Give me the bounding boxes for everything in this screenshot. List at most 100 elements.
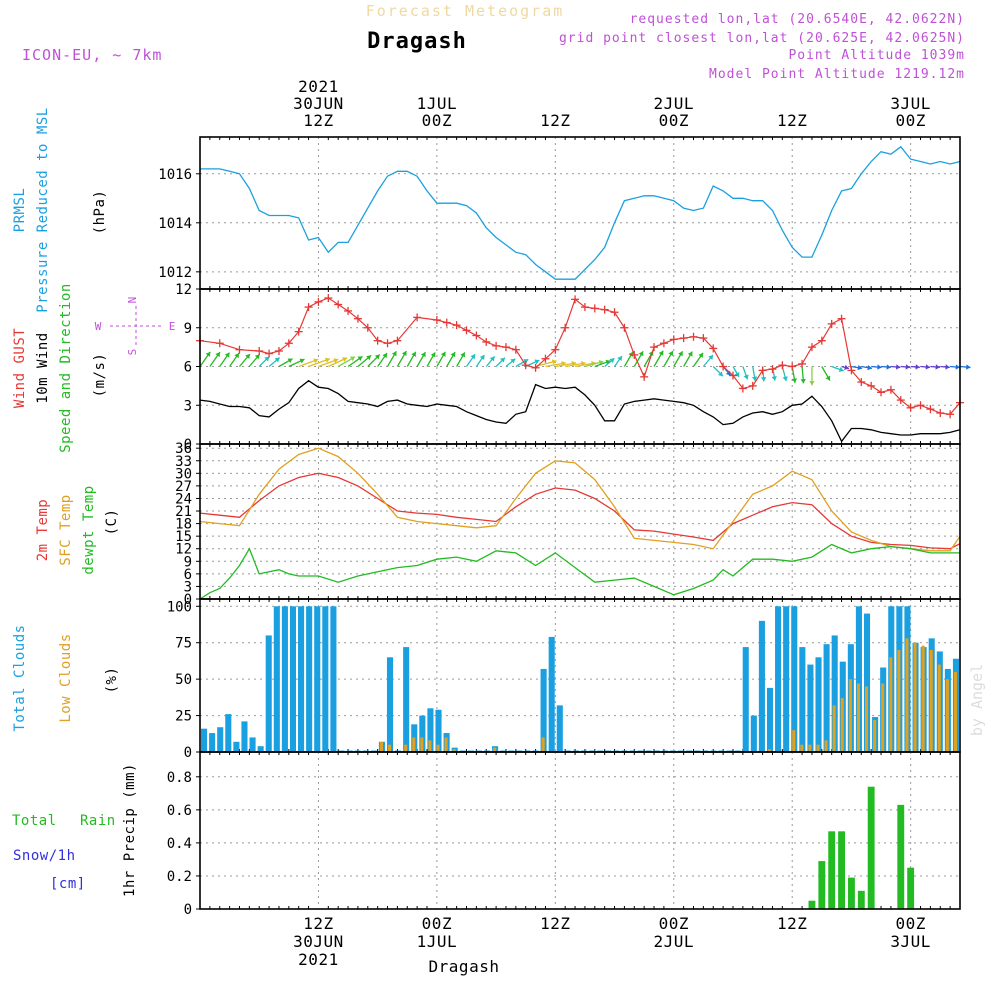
arrow-head [460, 352, 465, 358]
arrow-head [698, 352, 704, 358]
top-time-label: 30JUN [293, 94, 344, 113]
arrow-head [838, 366, 844, 372]
arrow-head [479, 354, 485, 360]
wind-direction-arrow [219, 352, 230, 367]
clouds-unit-label: (%) [104, 667, 120, 694]
low-cloud-bar [953, 671, 957, 752]
y-tick-label: 0.8 [167, 770, 192, 786]
precip-bar [818, 861, 826, 909]
wind-gust-marker [689, 332, 698, 341]
wind-direction-arrow [406, 351, 417, 367]
total-cloud-bar [783, 606, 790, 752]
wind-direction-arrow [623, 351, 634, 367]
arrow-head [782, 376, 788, 381]
temp-sfc-label: SFC Temp [58, 494, 74, 565]
wind-gust-marker [344, 306, 353, 315]
bottom-time-label: 12Z [777, 914, 807, 933]
wind-direction-arrow [396, 350, 407, 367]
top-time-label: 3JUL [890, 94, 931, 113]
low-cloud-bar [889, 657, 893, 752]
pressure-label-prmsl: PRMSL [12, 188, 28, 233]
wind-gust-marker [610, 308, 619, 317]
grid-point-coordinates: grid point closest lon,lat (20.625E, 42.… [559, 31, 965, 46]
wind-direction-arrow [288, 358, 305, 368]
total-cloud-bar [807, 664, 814, 752]
wind-direction-arrow [831, 365, 844, 372]
precip-bar [847, 877, 855, 909]
low-cloud-bar [792, 730, 796, 752]
arrow-head [551, 359, 557, 365]
model-point-altitude: Model Point Altitude 1219.12m [709, 67, 965, 82]
panel-frame [199, 136, 961, 290]
wind-direction-arrow [959, 364, 971, 370]
y-tick-label: 36 [175, 441, 192, 457]
arrow-head [743, 374, 749, 380]
panel-wind: 0 3 6 9 12 Wind GUST 10m Wind Speed and Directi… [12, 282, 971, 453]
wind-direction-arrow [268, 357, 281, 367]
y-tick-label: 30 [175, 466, 192, 482]
wind-gust-marker [501, 343, 510, 352]
wind-direction-arrow [890, 364, 901, 370]
arrow-head [886, 364, 891, 370]
low-cloud-bar [856, 683, 860, 752]
wind-direction-arrow [950, 364, 961, 370]
total-cloud-bar [750, 715, 757, 752]
wind-gust-marker [896, 396, 905, 405]
total-cloud-bar [815, 657, 822, 752]
arrow-head [325, 357, 330, 363]
chart-subtitle: Forecast Meteogram [366, 2, 565, 20]
arrow-head [678, 351, 683, 357]
low-cloud-bar [379, 741, 383, 752]
wind-direction-arrow [485, 356, 496, 367]
wind-unit-label: (m/s) [92, 353, 108, 398]
pressure-label-description: Pressure Reduced to MSL [35, 107, 51, 312]
wind-direction-arrow [702, 354, 714, 367]
arrow-head [391, 351, 397, 357]
arrow-head [617, 356, 622, 362]
low-cloud-bar [412, 737, 416, 752]
wind-direction-arrow [900, 364, 911, 370]
wind-gust-marker [363, 323, 372, 332]
arrow-head [751, 376, 758, 381]
wind-gust-marker [758, 366, 767, 375]
arrow-head [609, 358, 615, 364]
y-tick-label: 18 [175, 517, 192, 533]
low-cloud-bar [800, 744, 804, 752]
pressure-line [200, 145, 961, 280]
wind-gust-label: Wind GUST [12, 328, 28, 408]
arrow-head [658, 350, 664, 356]
low-cloud-bar [873, 719, 877, 752]
wind-direction-arrow [841, 364, 850, 370]
wind-gust-marker [215, 339, 224, 348]
wind-direction-arrow [367, 354, 381, 367]
y-tick-label: 3 [184, 398, 192, 414]
y-tick-label: 9 [184, 554, 192, 570]
wind-direction-arrow [930, 364, 940, 370]
arrow-head [264, 356, 270, 362]
bottom-time-label: 00Z [659, 914, 689, 933]
wind-gust-marker [482, 337, 491, 346]
low-cloud-bar [767, 749, 772, 752]
wind-direction-arrow [535, 359, 557, 368]
wind-direction-arrow [742, 366, 749, 380]
arrow-head [357, 356, 363, 362]
total-cloud-bar [742, 647, 749, 752]
arrow-head [450, 352, 456, 358]
precip-bar [857, 890, 865, 909]
wind-direction-arrow [910, 364, 920, 370]
low-cloud-bar [824, 740, 828, 752]
arrow-head [800, 378, 806, 384]
arrow-head [668, 351, 674, 357]
wind-gust-marker [916, 401, 925, 410]
compass-rose: N S W E [95, 297, 176, 356]
wind-direction-arrow [851, 365, 863, 371]
wind-gust-marker [847, 366, 856, 375]
total-cloud-bar [556, 705, 563, 752]
total-cloud-bar [257, 746, 264, 752]
total-cloud-bar [233, 741, 240, 752]
wind-gust-marker [284, 339, 293, 348]
total-cloud-bar [314, 606, 321, 752]
wind-gust-marker [334, 300, 343, 309]
y-tick-label: 1012 [158, 265, 192, 281]
low-cloud-bar [848, 679, 852, 752]
